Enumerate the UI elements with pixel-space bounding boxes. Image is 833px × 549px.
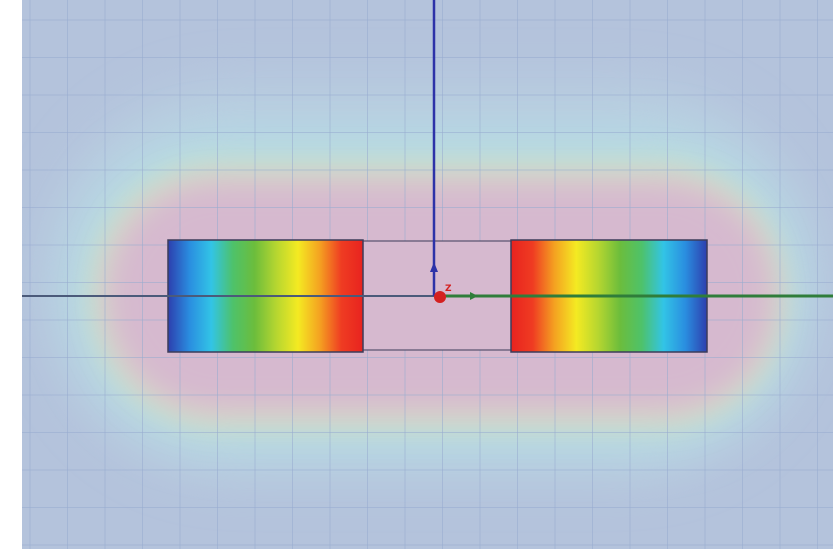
- z-axis-arrow-icon: [430, 262, 438, 272]
- origin-marker[interactable]: [434, 291, 446, 303]
- left-margin: [0, 0, 22, 549]
- z-axis-label: Z: [445, 284, 452, 294]
- x-axis-arrow-icon: [470, 292, 478, 300]
